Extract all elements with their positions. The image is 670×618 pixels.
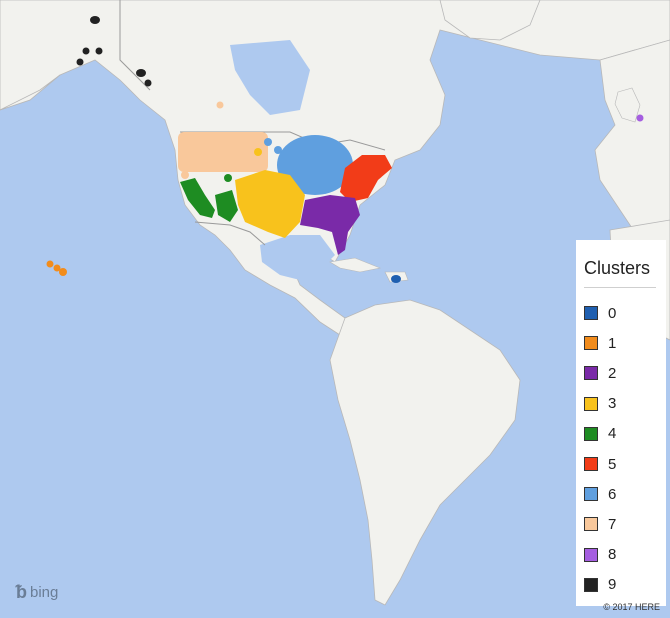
legend-title: Clusters [584, 258, 656, 288]
legend-label: 0 [608, 304, 617, 322]
alaska-peninsula [0, 74, 61, 111]
hudson-bay [230, 40, 310, 115]
legend-item-6[interactable]: 6 [584, 479, 656, 509]
cluster-9-point [144, 79, 152, 87]
legend-swatch [584, 577, 598, 592]
cluster-1-point [59, 268, 67, 276]
cluster-4-region [180, 178, 215, 218]
legend-swatch [584, 517, 598, 532]
cluster-3-point [254, 148, 262, 156]
cluster-1-point [53, 264, 61, 272]
legend-item-7[interactable]: 7 [584, 509, 656, 539]
legend-label: 5 [608, 455, 617, 473]
cluster-5-region [340, 155, 392, 202]
cluster-7-point [251, 156, 259, 164]
cluster-6-points [264, 135, 353, 195]
cluster-8-points [636, 114, 644, 122]
map-copyright: © 2017 HERE [603, 602, 660, 612]
cluster-1-point [46, 260, 54, 268]
legend-label: 2 [608, 364, 617, 382]
alaska-border [119, 0, 151, 91]
cluster-4-point [224, 174, 232, 182]
legend-item-1[interactable]: 1 [584, 328, 656, 358]
legend-label: 4 [608, 425, 617, 443]
legend-item-3[interactable]: 3 [584, 389, 656, 419]
cluster-0-point [391, 275, 401, 283]
cluster-9-point [136, 69, 146, 77]
cluster-4-points [180, 174, 238, 222]
legend-label: 6 [608, 485, 617, 503]
legend-swatch [584, 396, 598, 411]
legend-swatch [584, 336, 598, 351]
cluster-8-point [636, 114, 644, 122]
cluster-3-region [235, 170, 305, 238]
legend-item-2[interactable]: 2 [584, 358, 656, 388]
bing-logo[interactable]: ᵬ bing [16, 582, 58, 603]
legend-item-5[interactable]: 5 [584, 449, 656, 479]
legend-items: 0 1 2 3 4 5 6 7 8 9 [584, 298, 656, 600]
cluster-9-point [82, 47, 90, 55]
legend-label: 1 [608, 334, 617, 352]
cluster-7-region [178, 132, 268, 172]
legend-item-0[interactable]: 0 [584, 298, 656, 328]
legend-item-4[interactable]: 4 [584, 419, 656, 449]
cluster-5-points [340, 155, 392, 202]
cluster-7-point [181, 171, 189, 179]
cluster-6-point [264, 138, 272, 146]
greenland-landmass [439, 0, 541, 41]
cluster-9-point [76, 58, 84, 66]
cluster-2-region [300, 195, 360, 255]
legend-swatch [584, 306, 598, 321]
legend-label: 7 [608, 515, 617, 533]
legend-label: 9 [608, 576, 617, 594]
legend-swatch [584, 457, 598, 472]
cluster-7-point [216, 101, 224, 109]
legend-item-8[interactable]: 8 [584, 540, 656, 570]
clusters-legend: Clusters 0 1 2 3 4 5 6 7 8 9 [576, 240, 666, 606]
cluster-4-region [215, 190, 238, 222]
cluster-6-region [277, 135, 353, 195]
europe-landmass [594, 39, 670, 251]
cuba-island [329, 257, 382, 273]
legend-item-9[interactable]: 9 [584, 570, 656, 600]
cluster-9-point [95, 47, 103, 55]
uk-island [614, 87, 641, 123]
bing-logo-icon: ᵬ [16, 582, 27, 602]
legend-swatch [584, 366, 598, 381]
gulf-of-mexico [260, 235, 335, 280]
cluster-1-points [46, 260, 67, 276]
bing-logo-text: bing [30, 584, 59, 601]
mexico-border [194, 221, 266, 246]
legend-label: 8 [608, 546, 617, 564]
cluster-9-point [90, 16, 100, 24]
legend-swatch [584, 487, 598, 502]
cluster-0-points [391, 275, 401, 283]
legend-swatch [584, 426, 598, 441]
cluster-6-point [274, 146, 282, 154]
cluster-9-points [76, 16, 152, 87]
legend-swatch [584, 547, 598, 562]
cluster-3-points [235, 148, 305, 238]
south-america-landmass [329, 299, 521, 606]
cluster-2-points [300, 195, 360, 255]
legend-label: 3 [608, 395, 617, 413]
cluster-7-points [178, 101, 268, 179]
